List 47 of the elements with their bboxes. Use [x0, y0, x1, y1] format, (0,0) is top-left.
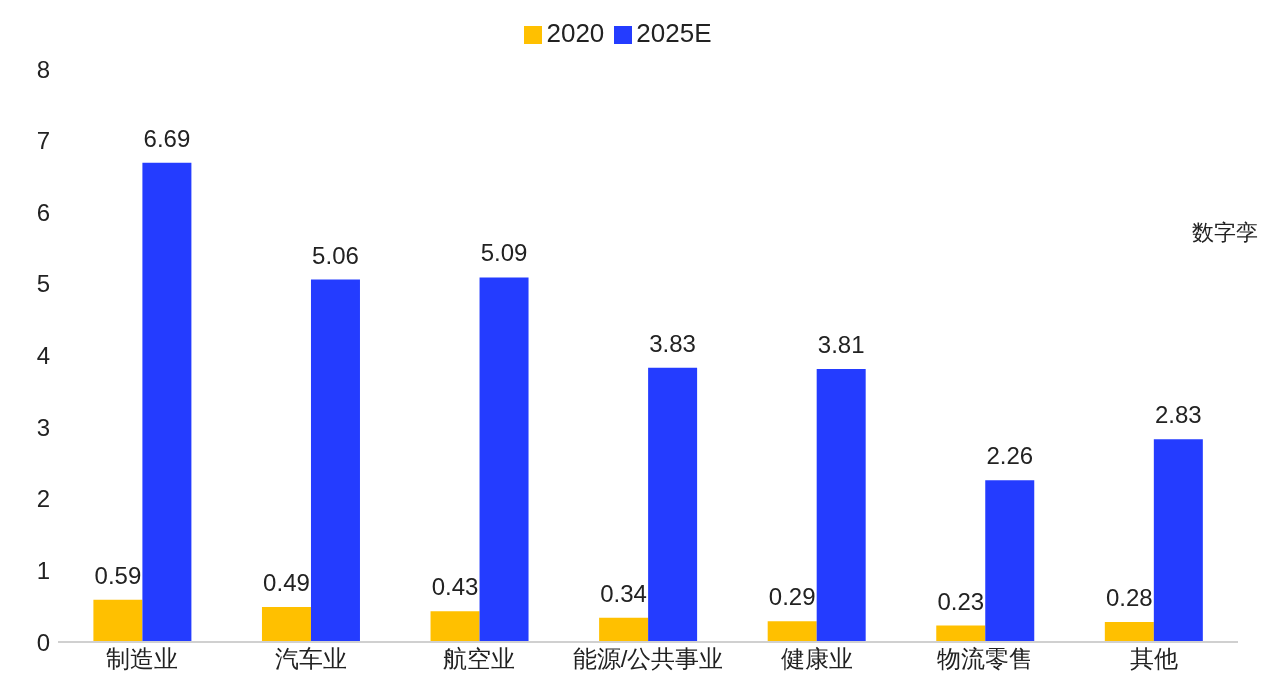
bar — [1104, 621, 1154, 642]
data-label: 2.26 — [986, 442, 1034, 470]
bar — [816, 369, 866, 642]
bar — [142, 162, 192, 642]
y-tick-label: 6 — [36, 198, 50, 226]
y-tick-label: 4 — [36, 342, 50, 370]
bar — [599, 617, 649, 642]
data-label: 0.23 — [937, 587, 985, 615]
y-tick-label: 2 — [36, 485, 50, 513]
data-label: 3.83 — [649, 329, 696, 357]
data-label: 5.06 — [312, 241, 359, 269]
data-label: 3.81 — [817, 331, 865, 359]
x-tick-label: 制造业 — [106, 645, 179, 673]
x-tick-label: 健康业 — [780, 645, 853, 673]
y-tick-label: 3 — [36, 413, 50, 441]
bar — [1153, 439, 1203, 642]
y-tick-label: 0 — [36, 628, 50, 656]
bar — [93, 599, 143, 642]
y-tick-label: 5 — [36, 270, 50, 298]
x-tick-label: 汽车业 — [274, 645, 347, 673]
bar — [479, 277, 529, 642]
data-label: 0.34 — [600, 579, 647, 607]
bar — [430, 611, 480, 642]
x-tick-label: 物流零售 — [937, 645, 1034, 673]
data-label: 6.69 — [143, 124, 191, 152]
data-label: 0.59 — [94, 561, 142, 589]
x-tick-label: 其他 — [1129, 645, 1178, 673]
data-label: 0.43 — [431, 573, 479, 601]
bar — [936, 625, 986, 642]
bar — [261, 606, 311, 642]
data-label: 0.49 — [263, 568, 310, 596]
bar — [310, 279, 360, 642]
y-tick-label: 1 — [36, 556, 50, 584]
bar — [767, 621, 817, 642]
data-label: 0.28 — [1105, 583, 1153, 611]
x-tick-label: 能源/公共事业 — [572, 645, 724, 673]
data-label: 0.29 — [768, 583, 816, 611]
y-tick-label: 7 — [36, 127, 50, 155]
x-tick-label: 航空业 — [443, 645, 516, 673]
legend-label: 2020 — [546, 18, 605, 48]
y-tick-label: 8 — [36, 55, 50, 83]
bar — [985, 480, 1035, 642]
data-label: 5.09 — [480, 239, 528, 267]
data-label: 2.83 — [1154, 401, 1202, 429]
legend-label: 2025E — [636, 18, 712, 48]
bar — [648, 367, 698, 642]
annotation: 数字孪 — [1192, 219, 1258, 247]
